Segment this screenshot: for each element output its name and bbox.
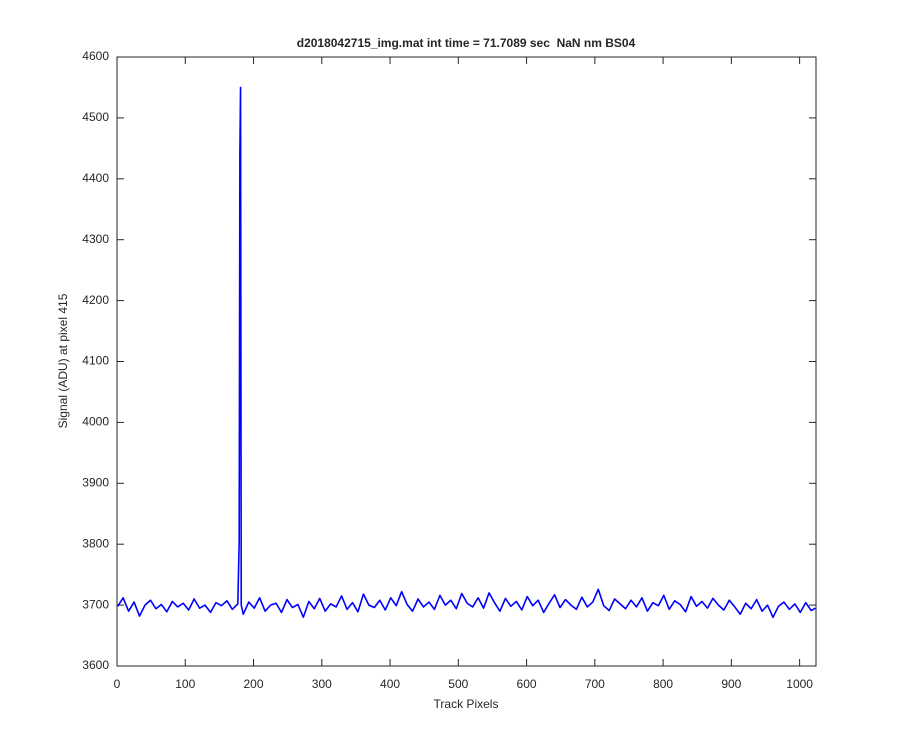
y-tick-label: 4200 [82,293,109,307]
y-tick-label: 4600 [82,49,109,63]
axes-box [116,56,817,667]
chart-title: d2018042715_img.mat int time = 71.7089 s… [297,36,636,50]
y-tick-label: 3700 [82,597,109,611]
x-tick-label: 600 [517,677,537,691]
x-tick-label: 300 [312,677,332,691]
y-axis-label: Signal (ADU) at pixel 415 [56,293,70,428]
x-tick-label: 400 [380,677,400,691]
x-tick-label: 100 [175,677,195,691]
x-tick-label: 200 [244,677,264,691]
x-tick-label: 700 [585,677,605,691]
x-tick-label: 1000 [786,677,813,691]
y-tick-label: 3900 [82,475,109,489]
plot-area [117,57,816,666]
x-tick-label: 500 [448,677,468,691]
x-axis-label: Track Pixels [434,697,499,711]
y-tick-label: 3800 [82,536,109,550]
y-tick-label: 4500 [82,110,109,124]
x-tick-label: 900 [721,677,741,691]
y-tick-label: 4100 [82,354,109,368]
y-tick-label: 4000 [82,415,109,429]
y-tick-label: 4300 [82,232,109,246]
data-line [117,86,816,619]
y-tick-label: 4400 [82,171,109,185]
x-tick-label: 0 [114,677,121,691]
y-tick-label: 3600 [82,658,109,672]
x-tick-label: 800 [653,677,673,691]
